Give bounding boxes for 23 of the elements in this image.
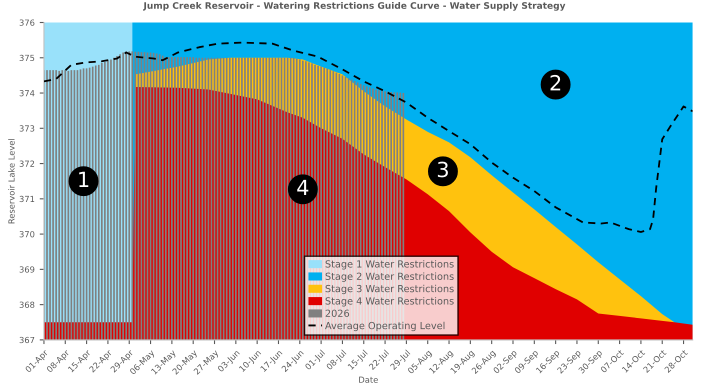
y-axis-title: Reservoir Lake Level <box>8 139 15 224</box>
legend-label: Stage 3 Water Restrictions <box>326 284 454 294</box>
annotation: 4 <box>297 180 308 196</box>
y-tick-label: 367 <box>20 336 34 344</box>
legend-label: Stage 2 Water Restrictions <box>326 272 454 282</box>
legend-label: 2026 <box>326 310 350 317</box>
y-tick-label: 370 <box>20 231 34 238</box>
legend-label: Stage 1 Water Restrictions <box>326 260 454 270</box>
y-tick-label: 371 <box>20 196 34 202</box>
y-tick-label: 368 <box>20 302 34 308</box>
y-tick-label: 369 <box>20 266 34 273</box>
y-tick-label: 375 <box>20 54 34 62</box>
y-tick-label: 374 <box>20 90 34 96</box>
y-tick-label: 373 <box>20 125 34 132</box>
legend-label: Stage 4 Water Restrictions <box>326 297 454 306</box>
annotation: 3 <box>438 162 448 178</box>
annotation: 2 <box>550 74 560 90</box>
x-axis-title: Date <box>359 376 378 383</box>
legend-label: Average Operating Level <box>325 322 444 332</box>
annotation: 1 <box>79 172 88 187</box>
chart-title: Jump Creek Reservoir - Watering Restrictions Guide Curve - Water Supply Strategy <box>143 2 566 11</box>
y-tick-label: 372 <box>20 160 34 167</box>
y-tick-label: 376 <box>20 19 34 26</box>
